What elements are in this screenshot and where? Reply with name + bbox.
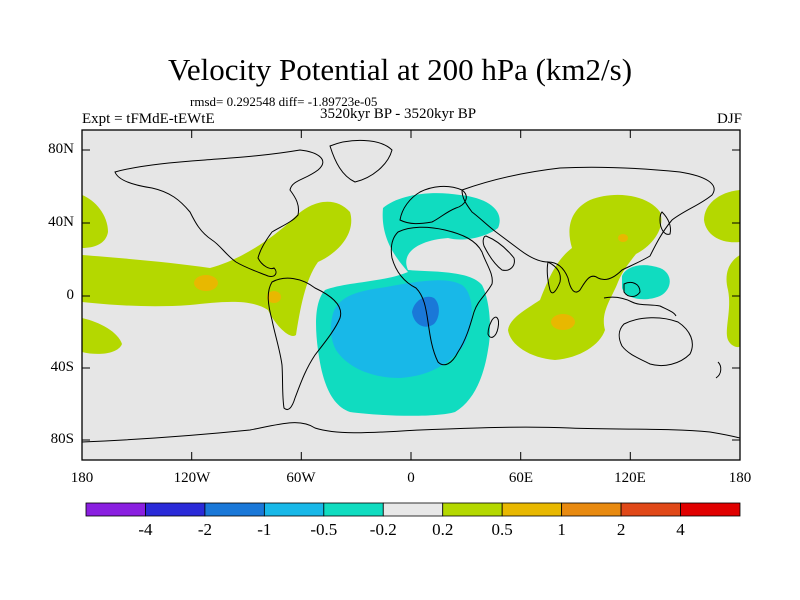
lat-label-40s: 40S <box>50 359 74 375</box>
contour-pos-mid-samerica <box>267 291 281 303</box>
coast-borneo <box>623 281 641 297</box>
colorbar-swatch-8 <box>561 502 622 517</box>
coast-indonesia <box>603 296 677 317</box>
lon-ticks <box>81 130 631 460</box>
colorbar-label-7: 1 <box>557 520 566 539</box>
coast-india <box>546 261 561 294</box>
colorbar-swatch-7 <box>501 502 563 517</box>
colorbar-label-6: 0.5 <box>491 520 513 539</box>
lat-label-80n: 80N <box>48 141 74 157</box>
contour-pos-pacific <box>82 201 352 336</box>
colorbar-label-4: -0.2 <box>369 520 397 539</box>
colorbar <box>85 502 741 517</box>
coast-greenland <box>329 139 393 183</box>
contour-pos-mid-asia <box>618 234 628 242</box>
colorbar-swatch-1 <box>145 502 206 517</box>
coast-new-zealand <box>715 361 722 379</box>
coast-south-america <box>267 277 342 411</box>
season-label: DJF <box>716 111 742 127</box>
lon-label-0: 0 <box>407 470 415 486</box>
contour-pos-southwest <box>82 318 122 354</box>
colorbar-label-8: 2 <box>616 520 626 539</box>
colorbar-swatch-5 <box>382 502 444 517</box>
contour-neg-strong <box>412 296 439 327</box>
coast-japan <box>659 211 671 235</box>
contour-pos-east-pacific <box>704 190 740 243</box>
contour-neg-maritime <box>622 265 670 300</box>
colorbar-swatch-10 <box>680 502 741 517</box>
contour-pos-west-edge <box>82 195 108 248</box>
lat-label-40n: 40N <box>48 214 74 230</box>
colorbar-swatch-4 <box>323 502 384 517</box>
contour-pos-east-small <box>726 255 740 348</box>
colorbar-label-0: -4 <box>138 520 153 539</box>
colorbar-label-3: -0.5 <box>310 520 338 539</box>
lon-label-60e: 60E <box>508 470 534 486</box>
colorbar-label-9: 4 <box>676 520 685 539</box>
lon-label-180w: 180 <box>70 470 94 486</box>
colorbar-swatch-0 <box>85 502 146 517</box>
period-label: 3520kyr BP - 3520kyr BP <box>320 106 477 122</box>
colorbar-label-5: 0.2 <box>432 520 454 539</box>
experiment-label: Expt = tFMdE-tEWtE <box>82 111 215 127</box>
lat-label-80s: 80S <box>50 431 74 447</box>
coast-australia <box>618 317 693 367</box>
coast-arabia <box>482 235 515 271</box>
colorbar-label-2: -1 <box>257 520 272 539</box>
colorbar-swatch-3 <box>263 502 325 517</box>
coast-madagascar <box>487 316 499 338</box>
lon-label-120w: 120W <box>173 470 211 486</box>
coastlines <box>82 139 740 443</box>
colorbar-swatch-9 <box>620 502 681 517</box>
lat-label-0: 0 <box>66 287 75 303</box>
coast-north-america <box>114 149 324 277</box>
colorbar-swatch-6 <box>442 502 503 517</box>
coast-antarctica <box>82 422 740 443</box>
colorbar-swatch-2 <box>204 502 265 517</box>
coast-europe <box>399 185 467 225</box>
coast-africa <box>390 226 493 366</box>
lat-ticks <box>82 149 740 441</box>
lon-label-60w: 60W <box>286 470 316 486</box>
map-title: Velocity Potential at 200 hPa (km2/s) <box>167 52 633 87</box>
stats-text: rmsd= 0.292548 diff= -1.89723e-05 <box>190 94 378 109</box>
coast-asia <box>461 166 715 293</box>
contour-fields <box>82 139 740 443</box>
lon-label-180e: 180 <box>728 470 752 486</box>
contour-pos-mid-indian <box>551 314 575 330</box>
contour-pos-mid-pacific <box>194 275 218 291</box>
lon-label-120e: 120E <box>614 470 646 486</box>
colorbar-label-1: -2 <box>197 520 212 539</box>
